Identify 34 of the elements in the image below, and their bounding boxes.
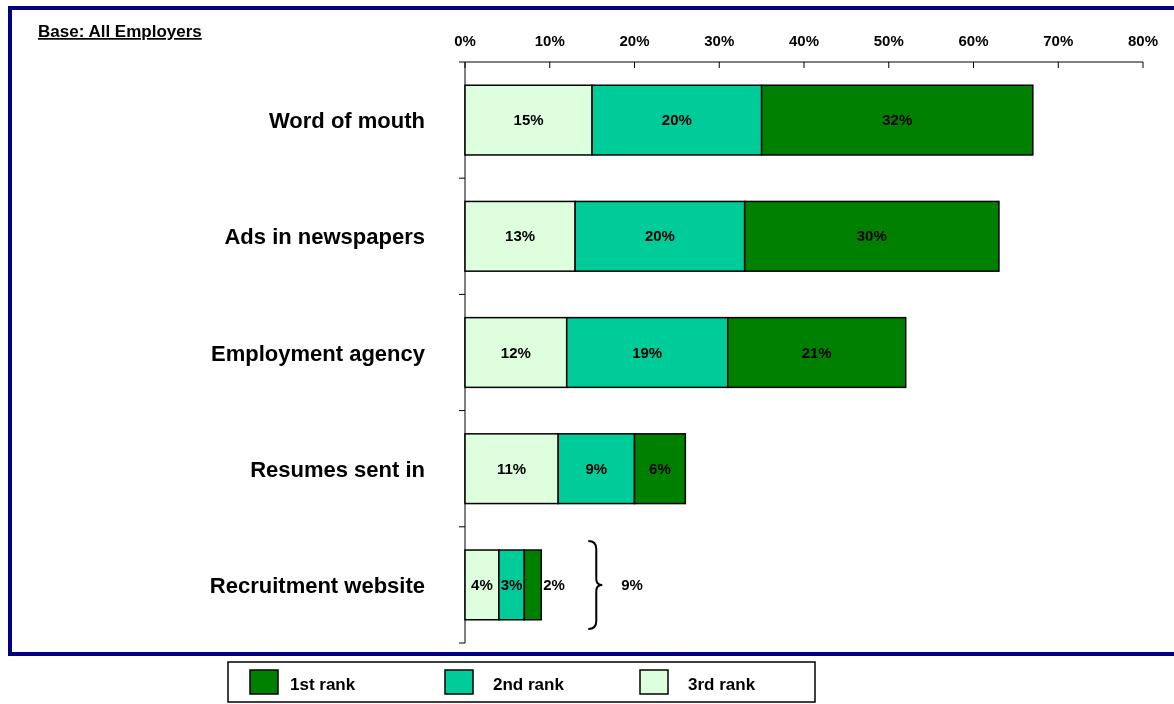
x-tick-label: 30% — [704, 32, 735, 49]
y-tick-label: Word of mouth — [269, 108, 425, 134]
legend-label: 3rd rank — [688, 675, 756, 694]
data-label: 19% — [632, 343, 663, 361]
x-tick-label: 0% — [454, 32, 476, 49]
y-tick-label: Recruitment website — [209, 572, 425, 598]
legend-label: 1st rank — [290, 675, 356, 694]
data-label: 2% — [543, 575, 565, 593]
x-tick-label: 50% — [873, 32, 904, 49]
data-label: 3% — [500, 575, 523, 593]
data-label: 20% — [644, 227, 675, 245]
data-label: 21% — [801, 343, 832, 361]
x-tick-label: 20% — [619, 32, 650, 49]
data-label: 6% — [649, 459, 671, 477]
legend-label: 2nd rank — [493, 675, 565, 694]
data-label: 20% — [661, 111, 692, 129]
x-tick-label: 10% — [534, 32, 565, 49]
text: Base: All Employers — [38, 22, 202, 41]
x-tick-label: 70% — [1043, 32, 1074, 49]
data-label: 30% — [856, 227, 887, 245]
data-label: 13% — [505, 227, 536, 245]
data-label: 15% — [513, 111, 544, 129]
y-tick-label: Ads in newspapers — [224, 224, 425, 250]
data-label: 4% — [471, 575, 493, 593]
x-tick-label: 60% — [958, 32, 989, 49]
data-label: 12% — [500, 343, 531, 361]
x-tick-label: 80% — [1127, 32, 1159, 49]
y-tick-label: Employment agency — [211, 340, 426, 366]
y-tick-label: Resumes sent in — [250, 456, 425, 482]
data-label: 11% — [497, 459, 527, 477]
annotation: 9% — [621, 575, 643, 593]
data-label: 9% — [585, 459, 608, 477]
x-tick-label: 40% — [788, 32, 820, 49]
data-label: 32% — [882, 111, 913, 129]
